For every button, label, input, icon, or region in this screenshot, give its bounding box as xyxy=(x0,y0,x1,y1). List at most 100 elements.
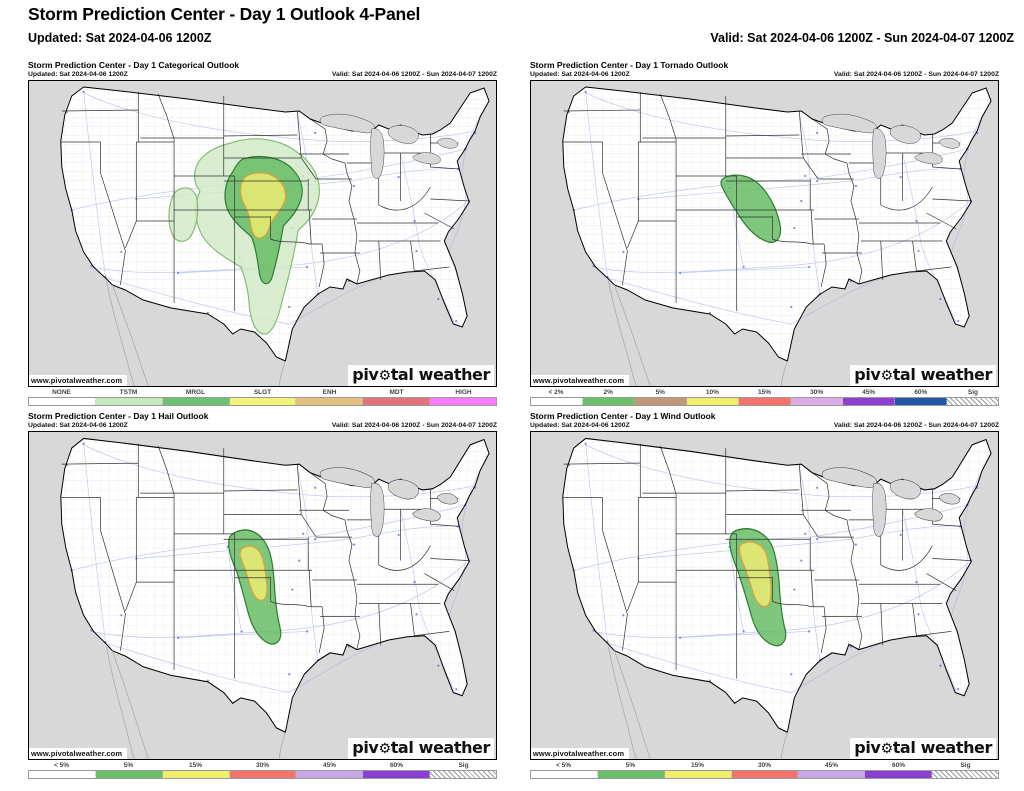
legend-label: MRGL xyxy=(185,389,206,396)
legend-swatch xyxy=(895,398,947,405)
us-basemap-svg xyxy=(29,81,496,386)
legend-label: 30% xyxy=(255,762,269,769)
logo-text: tal weather xyxy=(892,365,993,384)
legend-swatch xyxy=(531,398,583,405)
legend-label: 45% xyxy=(862,389,876,396)
legend-swatch xyxy=(229,398,297,405)
legend-label: 60% xyxy=(914,389,928,396)
legend-bar xyxy=(530,770,999,779)
legend-swatch xyxy=(798,771,866,778)
legend-label: TSTM xyxy=(119,389,138,396)
logo-text: piv xyxy=(854,365,881,384)
legend-label: Sig xyxy=(967,389,978,396)
legend-swatch xyxy=(29,398,96,405)
legend-label: < 5% xyxy=(54,762,69,769)
panel-tornado-outlook: Storm Prediction Center - Day 1 Tornado … xyxy=(530,60,999,406)
hail-legend: < 5% 5% 15% 30% 45% 60% Sig xyxy=(28,762,497,779)
logo-text: piv xyxy=(352,738,379,757)
legend-swatch xyxy=(664,771,732,778)
legend-swatch xyxy=(687,398,739,405)
legend-swatch xyxy=(865,771,933,778)
legend-bar xyxy=(28,770,497,779)
legend-labels: < 5% 5% 15% 30% 45% 60% Sig xyxy=(530,762,999,769)
categorical-outlook-map: www.pivotalweather.com piv⚙tal weather xyxy=(28,80,497,387)
legend-label: 2% xyxy=(603,389,613,396)
gear-icon: ⚙ xyxy=(880,741,893,757)
logo-text: piv xyxy=(352,365,379,384)
legend-label: HIGH xyxy=(455,389,472,396)
gear-icon: ⚙ xyxy=(880,368,893,384)
panel-valid: Valid: Sat 2024-04-06 1200Z - Sun 2024-0… xyxy=(833,71,999,78)
legend-label: 45% xyxy=(824,762,838,769)
panel-valid: Valid: Sat 2024-04-06 1200Z - Sun 2024-0… xyxy=(331,71,497,78)
logo-text: piv xyxy=(854,738,881,757)
pivotal-weather-logo: piv⚙tal weather xyxy=(348,365,494,386)
us-basemap-svg xyxy=(531,81,998,386)
logo-text: tal weather xyxy=(390,365,491,384)
legend-label: NONE xyxy=(52,389,71,396)
legend-labels: NONE TSTM MRGL SLGT ENH MDT HIGH xyxy=(28,389,497,396)
legend-label: 15% xyxy=(690,762,704,769)
gear-icon: ⚙ xyxy=(378,741,391,757)
us-basemap xyxy=(29,432,496,759)
legend-swatch xyxy=(162,398,230,405)
legend-swatch xyxy=(430,771,497,778)
us-basemap xyxy=(531,81,998,386)
panel-subheader: Updated: Sat 2024-04-06 1200Z Valid: Sat… xyxy=(28,421,497,430)
legend-swatch xyxy=(95,771,163,778)
wind-legend: < 5% 5% 15% 30% 45% 60% Sig xyxy=(530,762,999,779)
panel-updated: Updated: Sat 2024-04-06 1200Z xyxy=(28,422,128,429)
panel-updated: Updated: Sat 2024-04-06 1200Z xyxy=(530,422,630,429)
logo-text: tal weather xyxy=(892,738,993,757)
panel-valid: Valid: Sat 2024-04-06 1200Z - Sun 2024-0… xyxy=(331,422,497,429)
legend-swatch xyxy=(531,771,598,778)
legend-label: SLGT xyxy=(253,389,272,396)
watermark-url: www.pivotalweather.com xyxy=(29,748,128,759)
legend-swatch xyxy=(947,398,998,405)
us-basemap xyxy=(29,81,496,386)
panel-subheader: Updated: Sat 2024-04-06 1200Z Valid: Sat… xyxy=(28,70,497,79)
legend-swatch xyxy=(430,398,497,405)
legend-swatch xyxy=(363,771,431,778)
legend-label: 30% xyxy=(810,389,824,396)
legend-label: ENH xyxy=(322,389,337,396)
legend-label: < 5% xyxy=(556,762,571,769)
tornado-legend: < 2% 2% 5% 10% 15% 30% 45% 60% Sig xyxy=(530,389,999,406)
legend-label: Sig xyxy=(458,762,469,769)
legend-swatch xyxy=(635,398,687,405)
wind-outlook-map: www.pivotalweather.com piv⚙tal weather xyxy=(530,431,999,760)
panel-hail-outlook: Storm Prediction Center - Day 1 Hail Out… xyxy=(28,411,497,779)
tornado-outlook-map: www.pivotalweather.com piv⚙tal weather xyxy=(530,80,999,387)
panel-valid: Valid: Sat 2024-04-06 1200Z - Sun 2024-0… xyxy=(833,422,999,429)
legend-swatch xyxy=(296,771,364,778)
pivotal-weather-logo: piv⚙tal weather xyxy=(348,738,494,759)
panel-updated: Updated: Sat 2024-04-06 1200Z xyxy=(530,71,630,78)
panel-subheader: Updated: Sat 2024-04-06 1200Z Valid: Sat… xyxy=(530,70,999,79)
page-subheader: Updated: Sat 2024-04-06 1200Z Valid: Sat… xyxy=(28,31,1014,45)
legend-swatch xyxy=(932,771,999,778)
legend-label: 60% xyxy=(891,762,905,769)
panel-title: Storm Prediction Center - Day 1 Wind Out… xyxy=(530,411,716,421)
legend-swatch xyxy=(583,398,635,405)
legend-label: 30% xyxy=(757,762,771,769)
legend-label: 5% xyxy=(655,389,665,396)
legend-bar xyxy=(28,397,497,406)
page-updated: Updated: Sat 2024-04-06 1200Z xyxy=(28,31,212,45)
legend-label: 15% xyxy=(188,762,202,769)
legend-labels: < 5% 5% 15% 30% 45% 60% Sig xyxy=(28,762,497,769)
legend-label: < 2% xyxy=(548,389,564,396)
page-header: Storm Prediction Center - Day 1 Outlook … xyxy=(28,4,1024,45)
watermark-url: www.pivotalweather.com xyxy=(531,375,630,386)
legend-label: 10% xyxy=(705,389,719,396)
legend-label: 5% xyxy=(625,762,636,769)
legend-swatch xyxy=(791,398,843,405)
logo-text: tal weather xyxy=(390,738,491,757)
legend-swatch xyxy=(95,398,163,405)
legend-swatch xyxy=(739,398,791,405)
legend-bar xyxy=(530,397,999,406)
panel-categorical-outlook: Storm Prediction Center - Day 1 Categori… xyxy=(28,60,497,406)
legend-swatch xyxy=(843,398,895,405)
legend-swatch xyxy=(296,398,364,405)
us-basemap-svg xyxy=(29,432,496,759)
panel-title: Storm Prediction Center - Day 1 Tornado … xyxy=(530,60,729,70)
